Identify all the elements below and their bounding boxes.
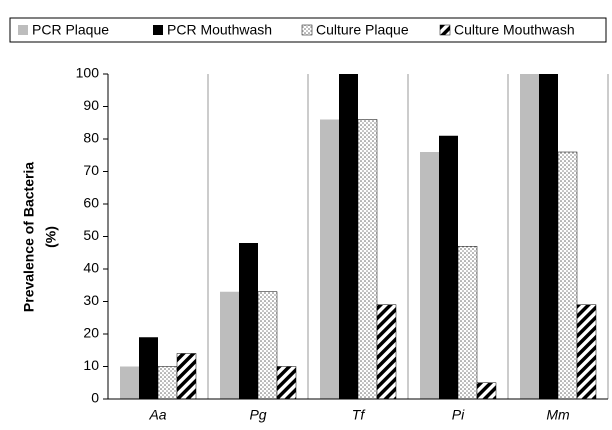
legend-label: Culture Plaque xyxy=(316,22,409,38)
y-tick-label: 60 xyxy=(83,195,99,211)
x-tick-label: Tf xyxy=(352,407,367,423)
bar xyxy=(357,119,378,400)
x-tick-label: Aa xyxy=(148,407,166,423)
bar xyxy=(220,291,239,399)
bar xyxy=(176,353,197,400)
y-tick-label: 10 xyxy=(83,357,99,373)
bar xyxy=(376,304,397,400)
y-axis-label-line: Prevalence of Bacteria xyxy=(21,162,37,312)
x-tick-label: Mm xyxy=(546,407,570,423)
x-tick-label: Pi xyxy=(452,407,465,423)
y-axis-label-line: (%) xyxy=(43,226,59,248)
y-tick-label: 100 xyxy=(76,65,100,81)
bar xyxy=(120,366,139,399)
legend-label: Culture Mouthwash xyxy=(454,22,575,38)
y-tick-label: 50 xyxy=(83,227,99,243)
y-tick-label: 90 xyxy=(83,97,99,113)
bar xyxy=(339,74,358,399)
legend-swatch xyxy=(439,24,451,36)
legend-swatch xyxy=(153,25,163,35)
y-axis-label: Prevalence of Bacteria (%) xyxy=(21,162,59,312)
bar xyxy=(139,337,158,399)
y-tick-label: 40 xyxy=(83,260,99,276)
y-tick-label: 30 xyxy=(83,292,99,308)
bar xyxy=(420,152,439,399)
bar xyxy=(257,291,278,400)
bar xyxy=(457,246,478,400)
legend-swatch xyxy=(18,25,28,35)
y-tick-label: 80 xyxy=(83,130,99,146)
bar xyxy=(539,74,558,399)
bar xyxy=(520,74,539,399)
bar xyxy=(557,151,578,400)
bar xyxy=(576,304,597,400)
bar xyxy=(157,366,178,400)
bar xyxy=(476,382,497,400)
bar xyxy=(276,366,297,400)
y-tick-label: 0 xyxy=(91,390,99,406)
bar xyxy=(239,243,258,399)
legend-swatch xyxy=(301,24,313,36)
bar xyxy=(320,119,339,399)
y-tick-label: 20 xyxy=(83,325,99,341)
legend-label: PCR Plaque xyxy=(32,22,109,38)
legend-label: PCR Mouthwash xyxy=(167,22,272,38)
bar xyxy=(439,135,458,399)
x-tick-label: Pg xyxy=(249,407,266,423)
y-tick-label: 70 xyxy=(83,162,99,178)
